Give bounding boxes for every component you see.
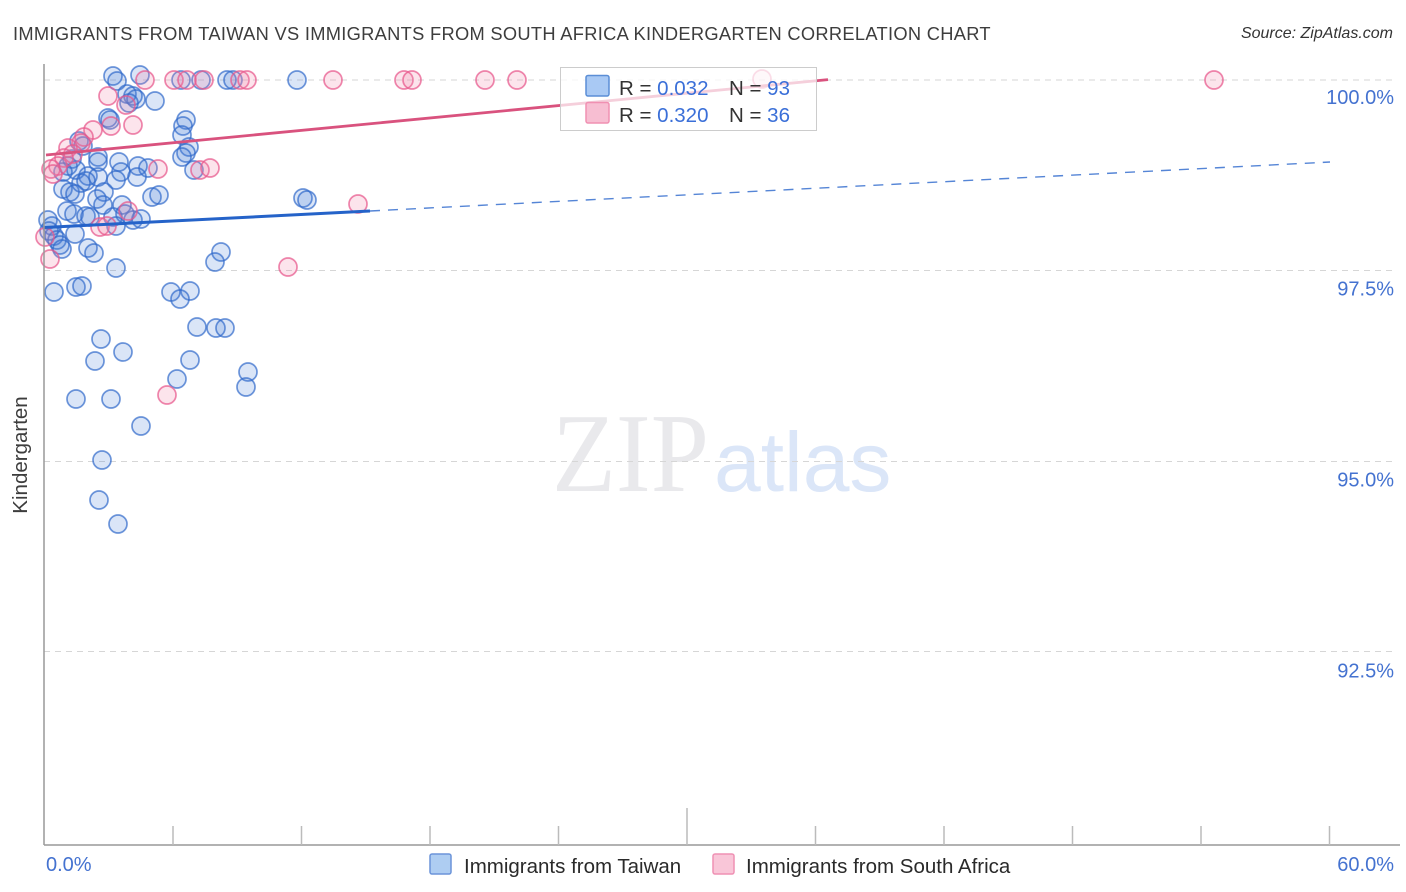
svg-text:97.5%: 97.5% (1337, 279, 1394, 301)
svg-text:60.0%: 60.0% (1337, 854, 1394, 876)
svg-text:0.0%: 0.0% (46, 854, 92, 876)
svg-text:R = 0.032: R = 0.032 (619, 77, 708, 100)
svg-text:Kindergarten: Kindergarten (9, 396, 32, 513)
svg-text:R = 0.320: R = 0.320 (619, 104, 708, 127)
svg-text:Immigrants from Taiwan: Immigrants from Taiwan (464, 855, 681, 878)
svg-text:ZIP: ZIP (552, 392, 709, 516)
svg-text:IMMIGRANTS FROM TAIWAN VS IMMI: IMMIGRANTS FROM TAIWAN VS IMMIGRANTS FRO… (13, 23, 991, 44)
svg-text:Source: ZipAtlas.com: Source: ZipAtlas.com (1241, 25, 1393, 42)
svg-text:100.0%: 100.0% (1326, 87, 1394, 109)
svg-text:Immigrants from South Africa: Immigrants from South Africa (746, 855, 1011, 878)
svg-text:N = 93: N = 93 (729, 77, 790, 100)
svg-text:95.0%: 95.0% (1337, 470, 1394, 492)
svg-text:N = 36: N = 36 (729, 104, 790, 127)
svg-text:92.5%: 92.5% (1337, 661, 1394, 683)
